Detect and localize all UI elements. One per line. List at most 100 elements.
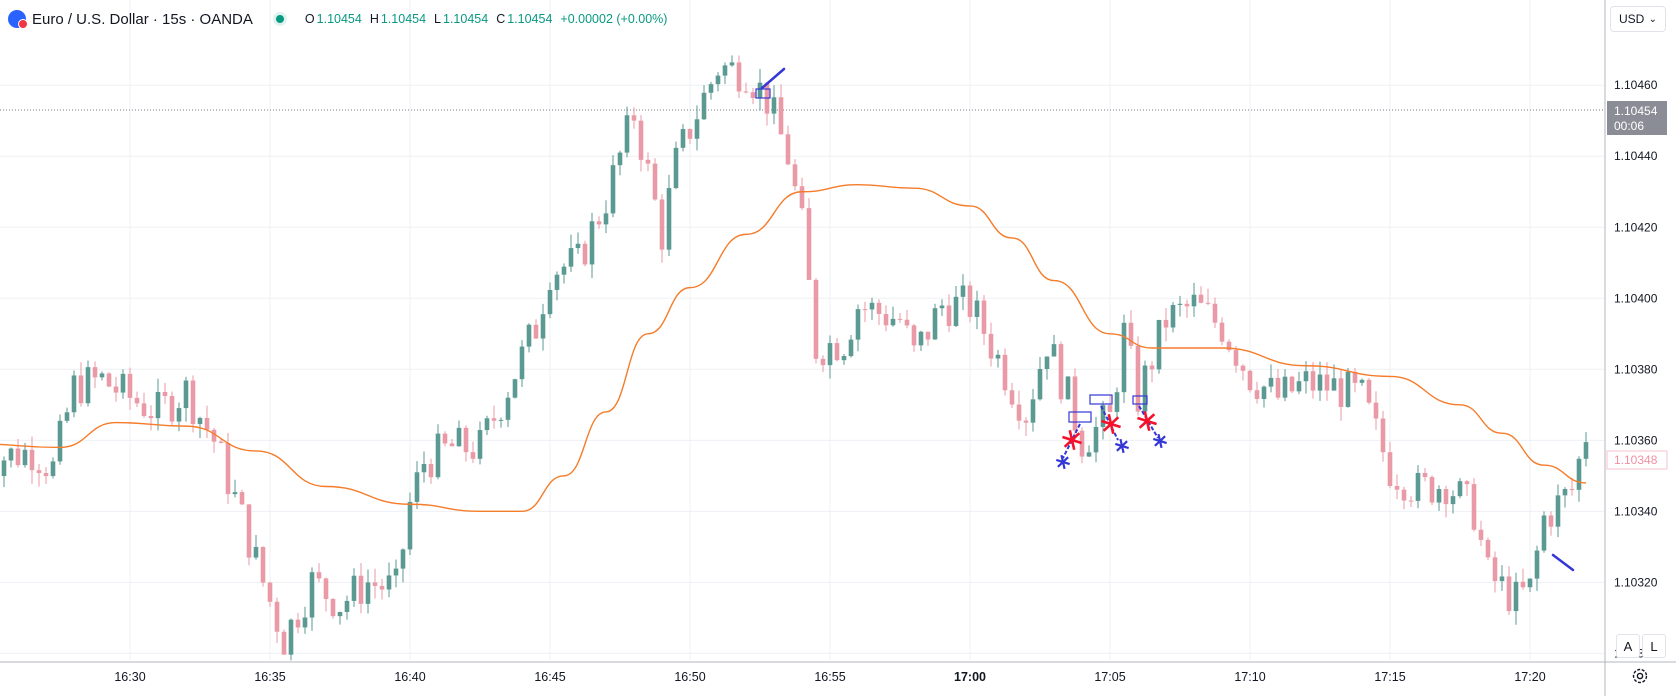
candle bbox=[99, 371, 105, 381]
candle bbox=[1576, 456, 1582, 502]
annotation-line[interactable] bbox=[1551, 553, 1575, 572]
candle bbox=[1247, 369, 1253, 393]
candle bbox=[1415, 465, 1421, 509]
candle bbox=[827, 335, 833, 379]
candle bbox=[414, 461, 420, 510]
candle bbox=[1079, 427, 1085, 464]
candle bbox=[449, 438, 455, 447]
candle bbox=[64, 407, 70, 423]
candle bbox=[57, 414, 63, 465]
candle bbox=[1198, 286, 1204, 304]
candle bbox=[484, 415, 490, 435]
red-star-marker[interactable] bbox=[1101, 413, 1121, 435]
candle bbox=[1555, 484, 1561, 538]
candle bbox=[1121, 314, 1127, 404]
candle bbox=[1401, 486, 1407, 510]
candle bbox=[106, 372, 112, 388]
ma-price-tag bbox=[1606, 450, 1668, 470]
candle bbox=[288, 618, 294, 661]
candle bbox=[981, 295, 987, 346]
candle bbox=[1261, 385, 1267, 408]
annotation-box[interactable] bbox=[1068, 411, 1092, 423]
price-tick-label: 1.10360 bbox=[1614, 433, 1658, 447]
candle bbox=[428, 458, 434, 484]
candle bbox=[15, 438, 21, 468]
candle bbox=[911, 323, 917, 352]
candle bbox=[799, 177, 805, 211]
drawing-annotations[interactable] bbox=[755, 67, 1575, 572]
candle bbox=[652, 158, 658, 201]
candle bbox=[673, 141, 679, 190]
blue-star-marker[interactable] bbox=[1152, 433, 1168, 449]
candle bbox=[1450, 490, 1456, 514]
annotation-box[interactable] bbox=[755, 88, 771, 99]
market-status-icon[interactable] bbox=[272, 12, 287, 26]
candle bbox=[589, 212, 595, 279]
candle bbox=[169, 391, 175, 427]
candle bbox=[1506, 566, 1512, 615]
annotation-box[interactable] bbox=[1132, 395, 1148, 405]
annotation-box[interactable] bbox=[1089, 394, 1113, 405]
ohlc-open-value: 1.10454 bbox=[316, 12, 362, 26]
gear-icon[interactable] bbox=[1630, 666, 1650, 686]
candle bbox=[267, 581, 273, 607]
candle bbox=[71, 370, 77, 418]
candle bbox=[8, 447, 14, 468]
candle bbox=[50, 457, 56, 479]
time-tick-label: 17:10 bbox=[1234, 670, 1265, 684]
log-scale-button[interactable]: L bbox=[1642, 634, 1666, 658]
time-tick-label: 16:40 bbox=[394, 670, 425, 684]
candle bbox=[134, 391, 140, 408]
candle bbox=[582, 240, 588, 267]
candle bbox=[120, 369, 126, 399]
candle bbox=[148, 405, 154, 431]
candle bbox=[1156, 319, 1162, 374]
candle bbox=[1324, 362, 1330, 401]
candle bbox=[638, 115, 644, 172]
candle bbox=[1226, 339, 1232, 353]
candle bbox=[351, 568, 357, 607]
auto-scale-button[interactable]: A bbox=[1616, 634, 1640, 658]
candle bbox=[561, 263, 567, 284]
countdown-label: 00:06 bbox=[1614, 119, 1644, 133]
candle bbox=[1037, 357, 1043, 401]
candle bbox=[1023, 417, 1029, 437]
candle bbox=[1387, 441, 1393, 489]
candle bbox=[841, 353, 847, 365]
candle bbox=[813, 278, 819, 364]
candle bbox=[1352, 367, 1358, 393]
symbol-title[interactable]: Euro / U.S. Dollar · 15s · OANDA bbox=[32, 10, 253, 28]
time-axis[interactable]: 2516:3016:3516:4016:4516:5016:5517:0017:… bbox=[0, 670, 1546, 684]
candle bbox=[806, 198, 812, 281]
chart-legend: Euro / U.S. Dollar · 15s · OANDA O 1.1045… bbox=[8, 8, 673, 30]
candle bbox=[1268, 364, 1274, 393]
candle bbox=[1373, 391, 1379, 430]
candle bbox=[1135, 336, 1141, 416]
candle bbox=[694, 105, 700, 151]
candle bbox=[918, 330, 924, 352]
candle bbox=[526, 323, 532, 353]
candle bbox=[43, 467, 49, 484]
candle bbox=[78, 362, 84, 407]
blue-star-marker[interactable] bbox=[1114, 438, 1130, 454]
annotation-line[interactable] bbox=[760, 67, 786, 90]
red-star-marker[interactable] bbox=[1062, 429, 1082, 451]
candle bbox=[687, 128, 693, 144]
candle bbox=[1569, 477, 1575, 496]
candle bbox=[974, 290, 980, 330]
candle bbox=[477, 421, 483, 465]
candle bbox=[946, 294, 952, 333]
candle bbox=[960, 274, 966, 311]
candle bbox=[834, 338, 840, 362]
blue-star-marker[interactable] bbox=[1055, 454, 1071, 470]
candle bbox=[1541, 511, 1547, 553]
candle bbox=[1254, 381, 1260, 404]
candle bbox=[519, 340, 525, 388]
candle bbox=[1457, 478, 1463, 499]
candle bbox=[792, 159, 798, 191]
candle bbox=[1170, 301, 1176, 333]
red-star-marker[interactable] bbox=[1137, 410, 1157, 432]
currency-selector[interactable]: USD ⌄ bbox=[1610, 6, 1666, 32]
price-axis[interactable]: 1.10460 1.10440 1.10420 1.10400 1.10380 1.103… bbox=[1614, 78, 1658, 660]
